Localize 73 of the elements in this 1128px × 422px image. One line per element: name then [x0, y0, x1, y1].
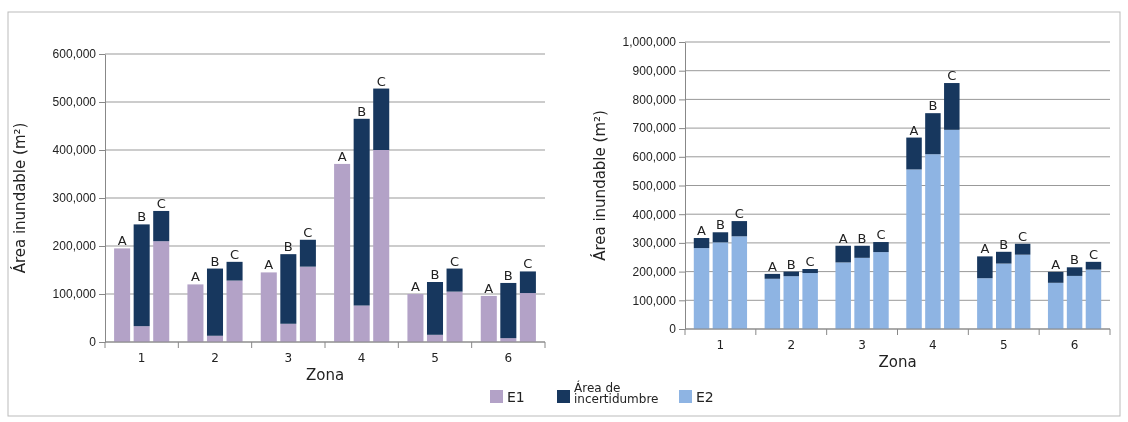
x-tick-label: A	[767, 258, 777, 274]
x-tick-label: C	[523, 256, 533, 272]
x-tick-label: B	[137, 209, 147, 225]
x-tick-label: C	[805, 254, 815, 270]
text: 3	[284, 351, 293, 365]
y-tick-label: 300,000	[52, 191, 97, 206]
x-axis-title: Zona	[878, 353, 917, 371]
x-tick-label: A	[838, 230, 848, 246]
text: 4	[357, 351, 366, 365]
x-tick-label: C	[1018, 228, 1028, 244]
y-tick-label: 600,000	[52, 47, 97, 62]
text: 3	[858, 338, 866, 352]
x-tick-label: B	[283, 239, 293, 255]
y-tick-label: 100,000	[52, 287, 97, 302]
y-tick-label: 400,000	[632, 207, 677, 222]
x-tick-label: C	[230, 246, 240, 262]
x-axis-title: Zona	[305, 366, 345, 384]
x-tick-label: A	[190, 269, 200, 285]
x-tick-label: C	[303, 224, 313, 240]
x-tick-label: C	[734, 206, 744, 222]
x-tick-label: C	[947, 68, 957, 84]
x-tick-label: C	[156, 195, 166, 211]
y-tick-label: 1,000,000	[622, 35, 677, 50]
x-tick-label: C	[376, 73, 386, 89]
x-tick-label: A	[264, 257, 274, 273]
x-tick-label: C	[450, 253, 460, 269]
y-tick-label: 100,000	[632, 293, 677, 308]
y-tick-label: 800,000	[632, 92, 677, 107]
y-tick-label: 200,000	[52, 239, 97, 254]
x-tick-label: B	[715, 217, 725, 233]
text: 1	[137, 351, 146, 365]
x-tick-label: C	[876, 227, 886, 243]
x-tick-label: B	[928, 98, 938, 114]
text: 2	[211, 351, 219, 365]
x-tick-label: B	[1070, 252, 1080, 268]
legend-label: E2	[696, 389, 714, 405]
y-tick-label: 300,000	[632, 236, 677, 251]
y-tick-label: 500,000	[632, 178, 677, 193]
x-tick-label: B	[786, 256, 796, 272]
x-tick-label: A	[337, 148, 347, 164]
y-tick-label: 0	[669, 322, 677, 337]
text: 2	[787, 338, 796, 352]
y-tick-label: 600,000	[632, 150, 677, 165]
text: 6	[504, 351, 513, 365]
text: 5	[999, 338, 1008, 352]
y-axis-title: Área inundable (m²)	[10, 122, 29, 274]
y-tick-label: 0	[89, 335, 97, 350]
x-tick-label: B	[357, 103, 367, 119]
x-tick-label: A	[697, 223, 707, 239]
legend-label: Área de incertidumbre	[574, 380, 659, 406]
x-tick-label: B	[503, 267, 513, 283]
y-tick-label: 400,000	[52, 143, 97, 158]
x-tick-label: C	[1088, 246, 1099, 262]
x-tick-label: A	[1051, 256, 1061, 272]
x-tick-label: A	[980, 241, 990, 257]
x-tick-label: A	[410, 279, 420, 294]
text: 1	[716, 338, 725, 352]
text: 6	[1070, 338, 1079, 352]
y-axis-title: Área inundable (m²)	[590, 110, 609, 261]
y-tick-label: 700,000	[632, 121, 677, 136]
x-tick-label: B	[210, 253, 220, 269]
x-tick-label: A	[909, 122, 919, 138]
x-tick-label: A	[117, 233, 127, 249]
x-tick-label: B	[999, 236, 1009, 252]
y-tick-label: 900,000	[632, 64, 677, 79]
text: 5	[431, 351, 439, 365]
x-tick-label: B	[430, 267, 440, 282]
x-tick-label: A	[484, 280, 494, 296]
y-tick-label: 500,000	[52, 95, 97, 110]
text: 4	[929, 338, 937, 352]
x-tick-label: B	[857, 230, 867, 246]
legend-label: E1	[507, 389, 525, 405]
y-tick-label: 200,000	[632, 264, 677, 279]
